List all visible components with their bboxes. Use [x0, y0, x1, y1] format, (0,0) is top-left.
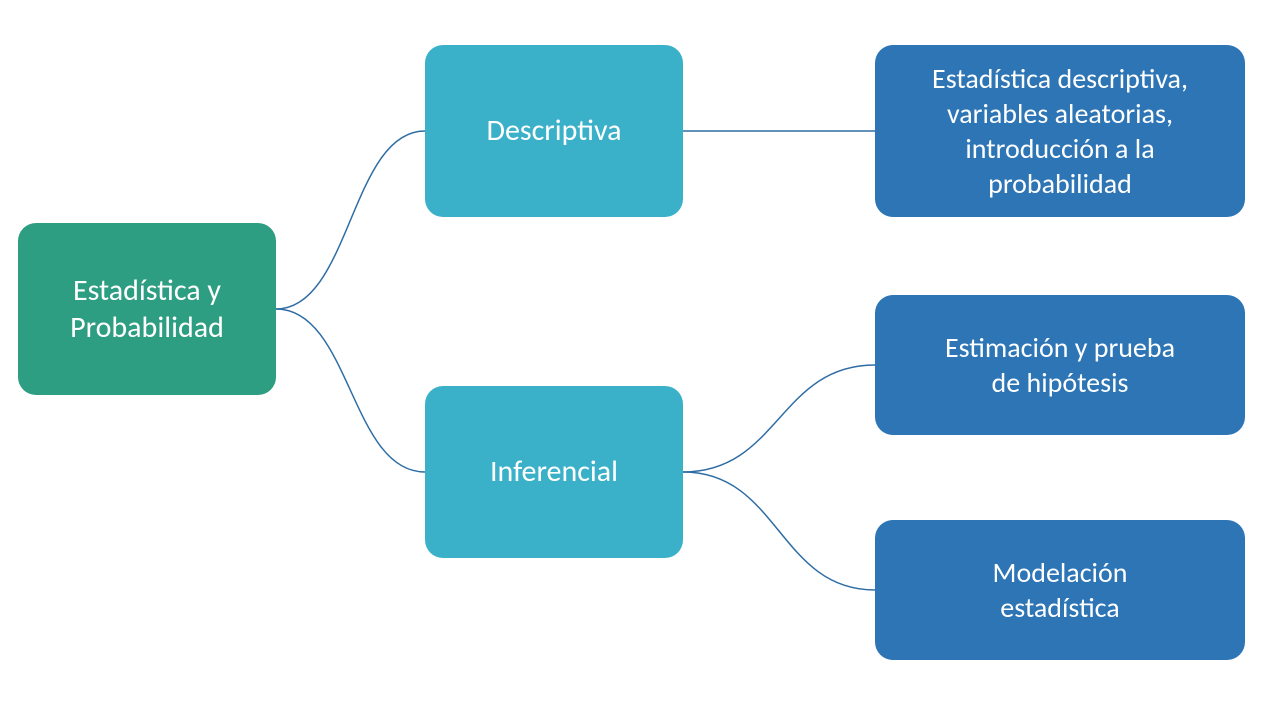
tree-diagram: Estadística yProbabilidad Descriptiva Infe… — [0, 0, 1280, 720]
node-modelacion: Modelaciónestadística — [875, 520, 1245, 660]
node-descriptiva: Descriptiva — [425, 45, 683, 217]
node-estimacion: Estimación y pruebade hipótesis — [875, 295, 1245, 435]
edge-inferencial-estimacion — [683, 365, 875, 472]
node-label: Estadística descriptiva,variables aleato… — [932, 61, 1188, 201]
node-inferencial: Inferencial — [425, 386, 683, 558]
edge-root-descriptiva — [276, 131, 425, 309]
edge-inferencial-modelacion — [683, 472, 875, 590]
node-label: Descriptiva — [487, 112, 622, 150]
node-label: Modelaciónestadística — [993, 555, 1128, 625]
node-label: Estimación y pruebade hipótesis — [945, 330, 1175, 400]
edge-root-inferencial — [276, 309, 425, 472]
node-root: Estadística yProbabilidad — [18, 223, 276, 395]
node-label: Estadística yProbabilidad — [70, 272, 224, 347]
node-desc-detail: Estadística descriptiva,variables aleato… — [875, 45, 1245, 217]
node-label: Inferencial — [490, 453, 618, 491]
